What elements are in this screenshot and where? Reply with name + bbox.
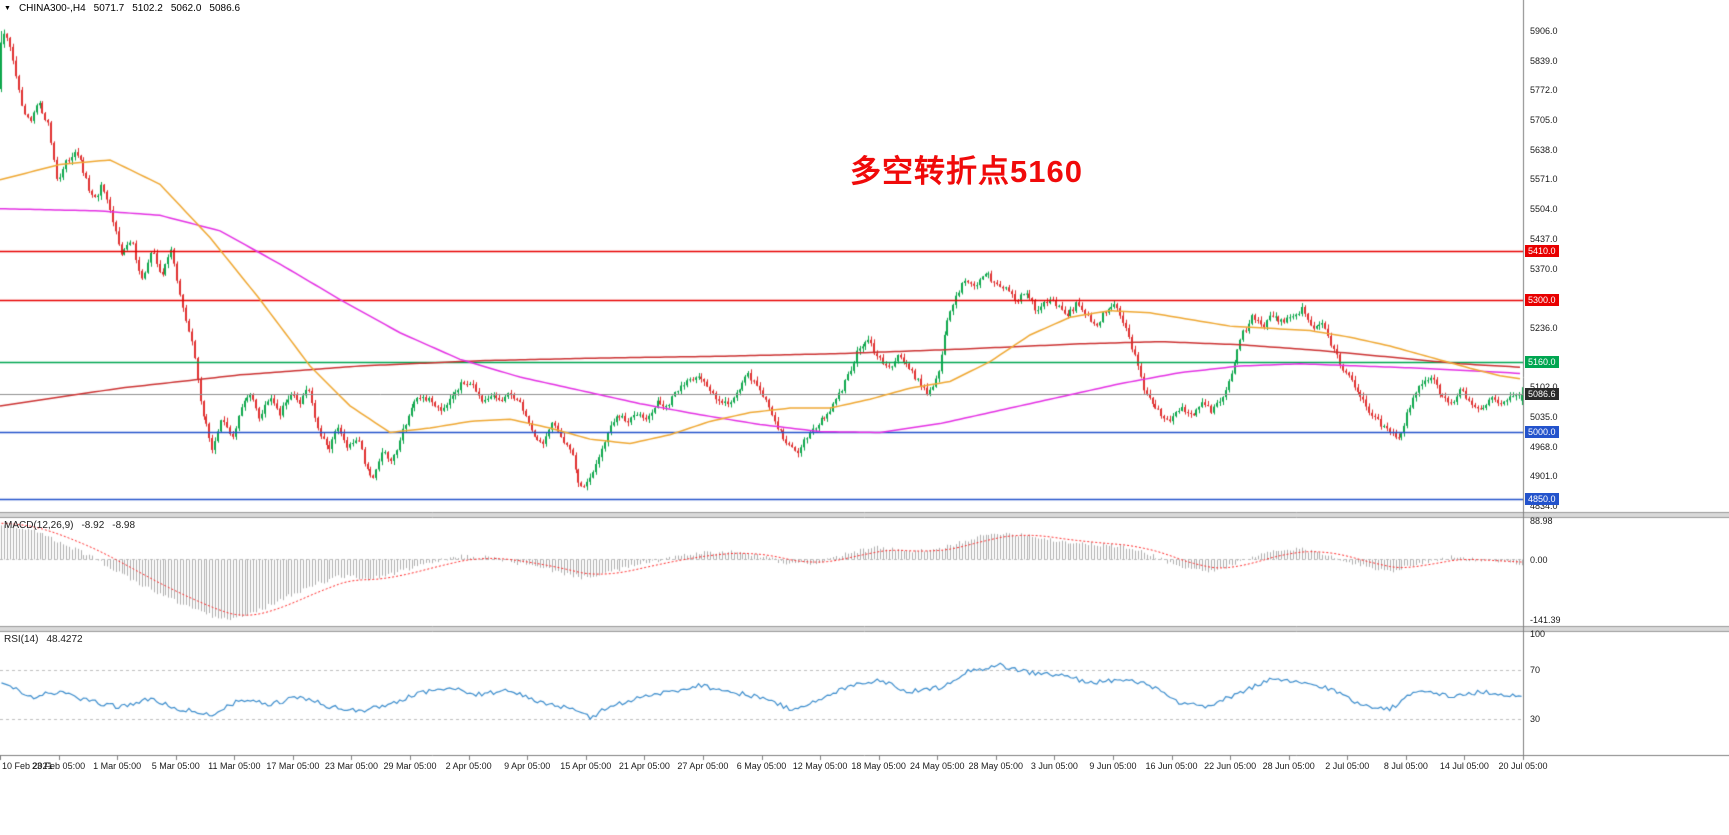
time-axis[interactable]: 10 Feb 2021 23 Feb 05:00 1 Mar 05:00 5 Mar … bbox=[0, 758, 1729, 778]
rsi-name: RSI(14) bbox=[4, 634, 39, 645]
date-label: 23 Mar 05:00 bbox=[324, 761, 378, 771]
price-tick-label: 5504.0 bbox=[1530, 204, 1558, 215]
date-label: 1 Mar 05:00 bbox=[93, 761, 142, 771]
price-tick-label: 5638.0 bbox=[1530, 144, 1558, 155]
ohlc-close: 5086.6 bbox=[209, 3, 241, 14]
price-tick-label: 5705.0 bbox=[1530, 115, 1558, 126]
date-label: 8 Jul 05:00 bbox=[1383, 761, 1428, 771]
date-label: 29 Mar 05:00 bbox=[383, 761, 437, 771]
date-label: 9 Jun 05:00 bbox=[1089, 761, 1137, 771]
ohlc-high: 5102.2 bbox=[132, 3, 163, 14]
level-price-label: 5410.0 bbox=[1525, 244, 1559, 257]
price-tick-label: 5772.0 bbox=[1530, 85, 1558, 96]
chart-symbol-label: CHINA300-,H4 bbox=[18, 3, 86, 14]
price-tick-label: 5370.0 bbox=[1530, 263, 1558, 274]
rsi-tick-label: 30 bbox=[1530, 713, 1541, 724]
date-label: 17 Mar 05:00 bbox=[266, 761, 320, 771]
macd-name: MACD(12,26,9) bbox=[4, 520, 74, 531]
level-price-label: 5160.0 bbox=[1525, 355, 1559, 368]
date-label: 14 Jul 05:00 bbox=[1439, 761, 1489, 771]
price-axis[interactable]: 5906.0 5839.0 5772.0 5705.0 5638.0 5571.0 5504… bbox=[1524, 0, 1729, 757]
price-tick-label: 5035.0 bbox=[1530, 411, 1558, 422]
rsi-tick-label: 100 bbox=[1530, 629, 1546, 639]
date-label: 6 May 05:00 bbox=[736, 761, 787, 771]
date-label: 2 Apr 05:00 bbox=[445, 761, 492, 771]
date-label: 28 Jun 05:00 bbox=[1262, 761, 1315, 771]
price-tick-label: 4968.0 bbox=[1530, 441, 1558, 452]
price-tick-label: 5102.0 bbox=[1530, 382, 1558, 392]
date-label: 15 Apr 05:00 bbox=[560, 761, 612, 771]
date-label: 2 Jul 05:00 bbox=[1325, 761, 1370, 771]
price-tick-label: 5839.0 bbox=[1530, 55, 1558, 66]
price-tick-label: 4834.0 bbox=[1530, 501, 1558, 512]
ohlc-low: 5062.0 bbox=[170, 3, 202, 14]
date-label: 18 May 05:00 bbox=[851, 761, 906, 771]
date-label: 9 Apr 05:00 bbox=[504, 761, 551, 771]
date-label: 24 May 05:00 bbox=[909, 761, 965, 771]
chart-marker-icon: ▼ bbox=[4, 4, 11, 12]
macd-main-value: -8.92 bbox=[81, 520, 105, 531]
date-label: 27 Apr 05:00 bbox=[677, 761, 729, 771]
ohlc-open: 5071.7 bbox=[93, 3, 125, 14]
macd-tick-label: 0.00 bbox=[1530, 554, 1548, 565]
date-label: 5 Mar 05:00 bbox=[151, 761, 200, 771]
date-label: 21 Apr 05:00 bbox=[618, 761, 670, 771]
rsi-value: 48.4272 bbox=[46, 634, 83, 645]
macd-tick-label: -141.39 bbox=[1530, 615, 1561, 626]
rsi-indicator-label: RSI(14) 48.4272 bbox=[4, 634, 83, 645]
symbol-info-bar: ▼ CHINA300-,H4 5071.7 5102.2 5062.0 5086… bbox=[4, 3, 240, 14]
date-label: 12 May 05:00 bbox=[792, 761, 848, 771]
price-tick-label: 5236.0 bbox=[1530, 322, 1558, 333]
price-tick-label: 4901.0 bbox=[1530, 471, 1558, 482]
date-label: 20 Jul 05:00 bbox=[1498, 761, 1548, 771]
date-label: 28 May 05:00 bbox=[968, 761, 1024, 771]
annotation-text: 多空转折点5160 bbox=[850, 154, 1083, 189]
date-label: 16 Jun 05:00 bbox=[1145, 761, 1198, 771]
level-price-label: 5000.0 bbox=[1525, 426, 1559, 439]
price-tick-label: 5571.0 bbox=[1530, 174, 1558, 185]
date-label: 22 Jun 05:00 bbox=[1204, 761, 1257, 771]
macd-signal-value: -8.98 bbox=[112, 520, 136, 531]
current-price-label: 5086.6 bbox=[1525, 388, 1559, 401]
macd-indicator-label: MACD(12,26,9) -8.92 -8.98 bbox=[4, 520, 135, 531]
macd-tick-label: 88.98 bbox=[1530, 516, 1553, 527]
date-label: 10 Feb 2021 bbox=[2, 761, 53, 771]
date-label: 3 Jun 05:00 bbox=[1030, 761, 1078, 771]
price-tick-label: 5437.0 bbox=[1530, 233, 1558, 244]
date-label: 23 Feb 05:00 bbox=[32, 761, 86, 771]
rsi-tick-label: 70 bbox=[1530, 665, 1541, 676]
date-label: 11 Mar 05:00 bbox=[208, 761, 261, 771]
level-price-label: 5300.0 bbox=[1525, 293, 1559, 306]
price-tick-label: 5906.0 bbox=[1530, 26, 1558, 36]
level-price-label: 4850.0 bbox=[1525, 492, 1559, 505]
